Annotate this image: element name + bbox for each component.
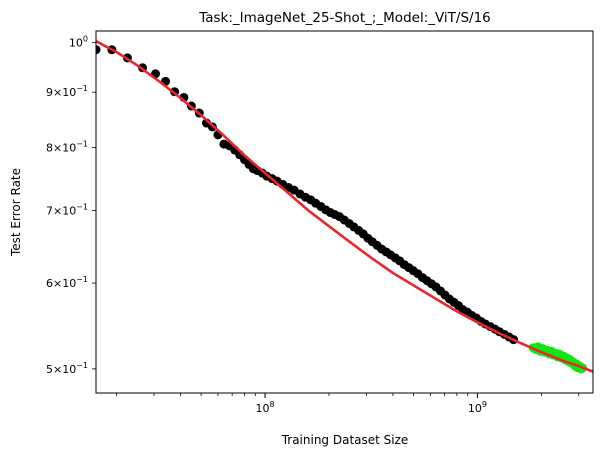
- fit-line: [96, 40, 593, 373]
- plot-area-frame: [95, 30, 594, 394]
- y-tick-label: 9×10−1: [46, 84, 88, 99]
- chart-title: Task:_ImageNet_25-Shot_;_Model:_ViT/S/16: [198, 10, 491, 26]
- x-tick-label: 108: [255, 400, 274, 415]
- y-tick-label: 8×10−1: [46, 140, 88, 155]
- scatter-points-layer: [96, 45, 588, 374]
- x-axis-label: Training Dataset Size: [281, 433, 409, 447]
- x-axis: 108 109: [116, 393, 580, 415]
- y-axis: 5×10−1 6×10−1 7×10−1 8×10−1 9×10−1 100: [46, 35, 96, 376]
- data-point: [96, 45, 101, 55]
- y-tick-label: 7×10−1: [46, 202, 88, 217]
- y-tick-label: 6×10−1: [46, 275, 88, 290]
- y-tick-label: 5×10−1: [46, 361, 88, 376]
- x-tick-label: 109: [468, 400, 487, 415]
- y-axis-label: Test Error Rate: [9, 168, 23, 257]
- y-tick-label: 100: [69, 35, 88, 50]
- fit-line-layer: [96, 40, 593, 373]
